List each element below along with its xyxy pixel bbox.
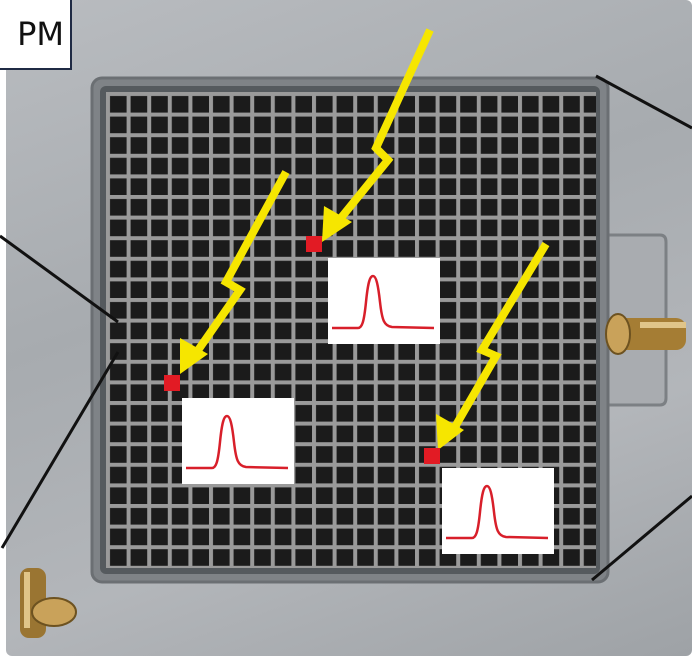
incoming-particles <box>190 28 550 435</box>
leader-line-left-upper <box>0 234 119 324</box>
arrow-head-1 <box>322 206 352 242</box>
signal-pulse-icon <box>446 484 549 540</box>
signal-plot-2 <box>182 398 294 484</box>
lightning-arrow-2 <box>190 170 290 359</box>
hit-pixel-1 <box>306 236 322 252</box>
lightning-arrow-1 <box>332 28 434 227</box>
signal-pulse-icon <box>332 274 435 330</box>
leader-lines <box>0 74 692 582</box>
leader-line-left-lower <box>0 351 120 549</box>
signal-pulse-icon <box>186 414 289 470</box>
arrow-head-3 <box>436 414 464 450</box>
hit-pixel-2 <box>164 375 180 391</box>
signal-plot-3 <box>442 468 554 554</box>
arrow-heads <box>180 206 464 450</box>
pm-label: PM <box>0 0 72 70</box>
pm-label-text: PM <box>17 15 64 53</box>
leader-line-right-upper <box>595 74 692 130</box>
screw-right <box>605 313 686 355</box>
hit-pixel-3 <box>424 448 440 464</box>
screw-bottom-left <box>20 568 77 638</box>
signal-plot-1 <box>328 258 440 344</box>
lightning-arrow-3 <box>448 241 550 435</box>
arrow-head-2 <box>180 338 208 374</box>
leader-line-right-lower <box>591 494 692 582</box>
